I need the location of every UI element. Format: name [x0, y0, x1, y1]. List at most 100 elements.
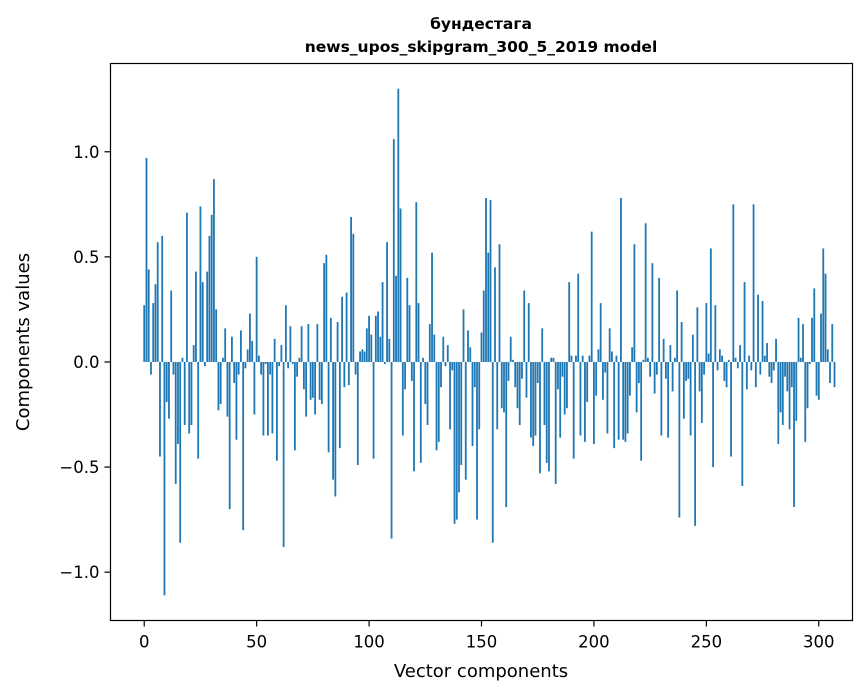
bar — [775, 338, 777, 362]
bar — [680, 322, 683, 362]
bar — [314, 361, 317, 415]
x-axis-label: Vector components — [394, 661, 568, 682]
bar — [777, 361, 780, 444]
bar — [687, 361, 690, 379]
x-tick-label: 300 — [803, 633, 835, 652]
bar — [343, 361, 346, 388]
bar — [390, 361, 393, 539]
bar — [273, 338, 276, 362]
bar — [251, 340, 254, 362]
bar — [199, 206, 202, 362]
bar — [671, 361, 674, 392]
bar — [323, 263, 326, 362]
bar — [372, 361, 375, 459]
bar — [797, 317, 800, 362]
bar — [736, 361, 739, 369]
x-tick-label: 250 — [691, 633, 723, 652]
bar — [646, 357, 649, 362]
bar — [662, 338, 665, 362]
bar — [204, 361, 206, 367]
bar — [437, 361, 440, 442]
y-axis-label: Components values — [13, 253, 34, 431]
x-tick-label: 200 — [578, 633, 610, 652]
bar — [620, 198, 622, 362]
bar — [759, 361, 762, 375]
bar — [222, 357, 224, 362]
bar — [534, 361, 537, 436]
bar — [244, 361, 247, 369]
bar — [363, 351, 366, 362]
bar — [795, 361, 798, 421]
bar — [404, 361, 406, 390]
bar — [262, 361, 265, 436]
bar — [691, 334, 694, 362]
bar — [428, 324, 431, 362]
bar — [480, 332, 483, 362]
bar — [280, 345, 283, 362]
bar — [563, 361, 566, 415]
bar — [640, 361, 643, 461]
bar — [190, 361, 193, 426]
bar — [435, 361, 438, 451]
bar — [374, 315, 377, 362]
bar — [586, 361, 589, 402]
bar — [489, 200, 492, 362]
bar — [527, 303, 530, 362]
bar — [446, 345, 449, 362]
bar — [417, 303, 420, 362]
bar — [145, 158, 148, 362]
bar — [334, 361, 337, 497]
bar — [664, 361, 667, 379]
bar — [392, 139, 395, 362]
bar — [478, 361, 481, 430]
bar — [143, 305, 146, 362]
bar — [793, 361, 795, 507]
bar — [210, 214, 213, 362]
bar — [406, 277, 409, 362]
bar — [408, 305, 411, 362]
bar — [572, 361, 575, 459]
bar — [318, 361, 321, 400]
bar — [748, 355, 750, 362]
bar — [530, 361, 532, 438]
bar — [714, 305, 717, 362]
bar — [224, 328, 227, 362]
bar — [282, 361, 285, 547]
bar — [381, 282, 384, 362]
bar — [156, 242, 159, 362]
bar — [694, 361, 697, 526]
bar — [177, 361, 179, 444]
bar — [768, 361, 771, 377]
bar — [217, 361, 220, 411]
bar — [246, 349, 249, 362]
bar — [356, 361, 359, 465]
bar — [739, 345, 741, 362]
bar — [316, 324, 319, 362]
bar — [240, 330, 242, 362]
x-tick-label: 50 — [246, 633, 267, 652]
bar — [264, 361, 267, 365]
bar — [332, 361, 334, 480]
bar — [500, 361, 503, 409]
bar — [482, 290, 485, 362]
bar — [635, 361, 638, 413]
bar — [228, 361, 231, 510]
bar — [543, 361, 546, 426]
bar — [750, 361, 753, 371]
bar — [433, 334, 436, 362]
bar — [554, 361, 557, 484]
bar — [401, 361, 404, 436]
bar — [491, 361, 494, 543]
bar — [721, 355, 723, 362]
bar — [523, 290, 526, 362]
bar — [269, 361, 272, 375]
bar — [752, 204, 755, 362]
bar — [566, 361, 568, 409]
bar — [253, 361, 256, 415]
x-axis-ticks: 0 50 100 150 200 250 300 — [139, 620, 835, 652]
bar — [213, 179, 215, 362]
bar — [347, 361, 350, 386]
bar — [602, 361, 604, 400]
bar — [444, 361, 447, 367]
bar — [163, 361, 166, 596]
